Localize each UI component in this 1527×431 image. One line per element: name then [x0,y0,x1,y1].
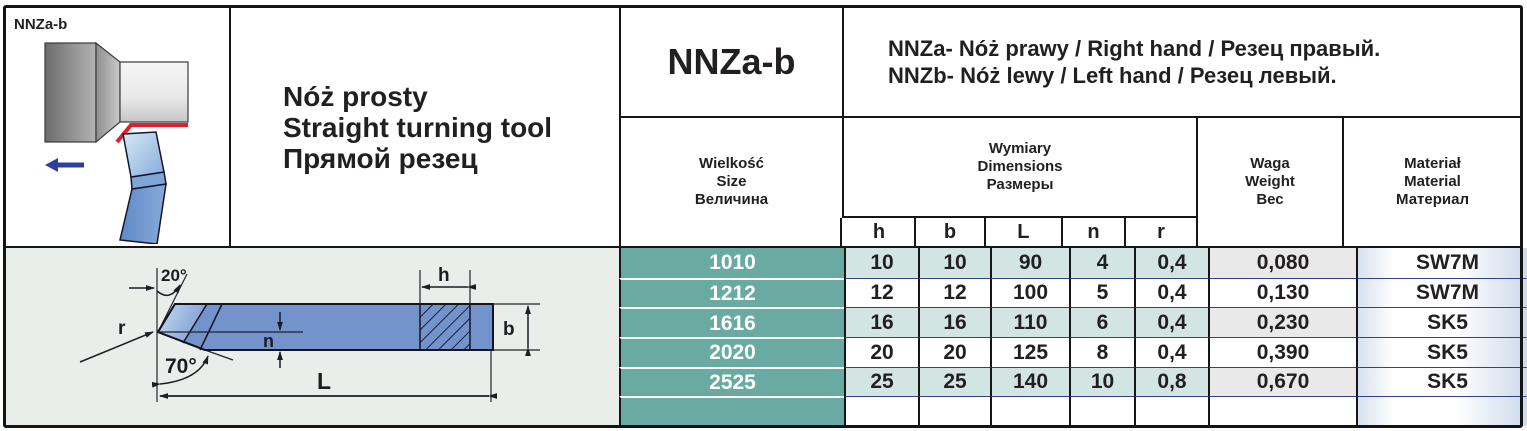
col-header-h: h [840,218,914,246]
dimension-drawing-cell: n h b L 20° 70° r [5,246,619,426]
col-header-n: n [1060,218,1124,246]
tool-dimension-drawing: n h b L 20° 70° r [79,265,540,402]
product-name-pl: Nóż prosty [283,80,428,112]
col-header-r: r [1124,218,1196,246]
dim-label-h: h [438,265,450,286]
product-name-en: Straight turning tool [283,111,553,143]
table-row: 1010 10 10 90 4 0,4 0,080 SW7M [619,248,1527,278]
material-column-header: Materiał Material Материал [1342,118,1521,246]
col-header-b: b [913,218,984,246]
product-name-cell: Nóż prosty Straight turning tool Прямой … [229,8,619,246]
size-table: 1010 10 10 90 4 0,4 0,080 SW7M 1212 12 1… [619,246,1527,426]
weight-column-header: Waga Weight Вес [1196,118,1342,246]
dim-label-L: L [317,368,331,394]
series-label: NNZa-b [14,16,68,33]
dimensions-column-header: Wymiary Dimensions Размеры [842,118,1196,216]
hand-line-right: NNZa- Nóż prawy / Right hand / Резец пра… [888,36,1381,61]
hand-line-left: NNZb- Nóż lewy / Left hand / Резец левый… [888,63,1337,88]
size-column-header: Wielkość Size Величина [619,118,842,246]
dim-label-n: n [263,331,274,351]
workpiece-tool-illustration [44,41,189,244]
dim-label-b: b [503,319,515,340]
feed-arrow-icon [45,158,58,172]
series-title: NNZa-b [667,41,796,82]
product-name-ru: Прямой резец [283,142,478,174]
dim-label-r: r [118,318,126,339]
table-row: 1212 12 12 100 5 0,4 0,130 SW7M [619,277,1527,308]
table-row-empty [619,396,1527,426]
angle-label-20: 20° [161,266,187,285]
hand-description-cell: NNZa- Nóż prawy / Right hand / Резец пра… [842,8,1521,118]
col-header-L: L [983,218,1061,246]
angle-label-70: 70° [165,355,197,378]
dimension-subheader-row: h b L n r [840,216,1196,246]
illustration-cell: NNZa-b [5,8,229,246]
table-row: 2020 20 20 125 8 0,4 0,390 SK5 [619,336,1527,367]
table-row: 1616 16 16 110 6 0,4 0,230 SK5 [619,307,1527,337]
table-row: 2525 25 25 140 10 0,8 0,670 SK5 [619,366,1527,397]
series-title-cell: NNZa-b [619,8,842,118]
